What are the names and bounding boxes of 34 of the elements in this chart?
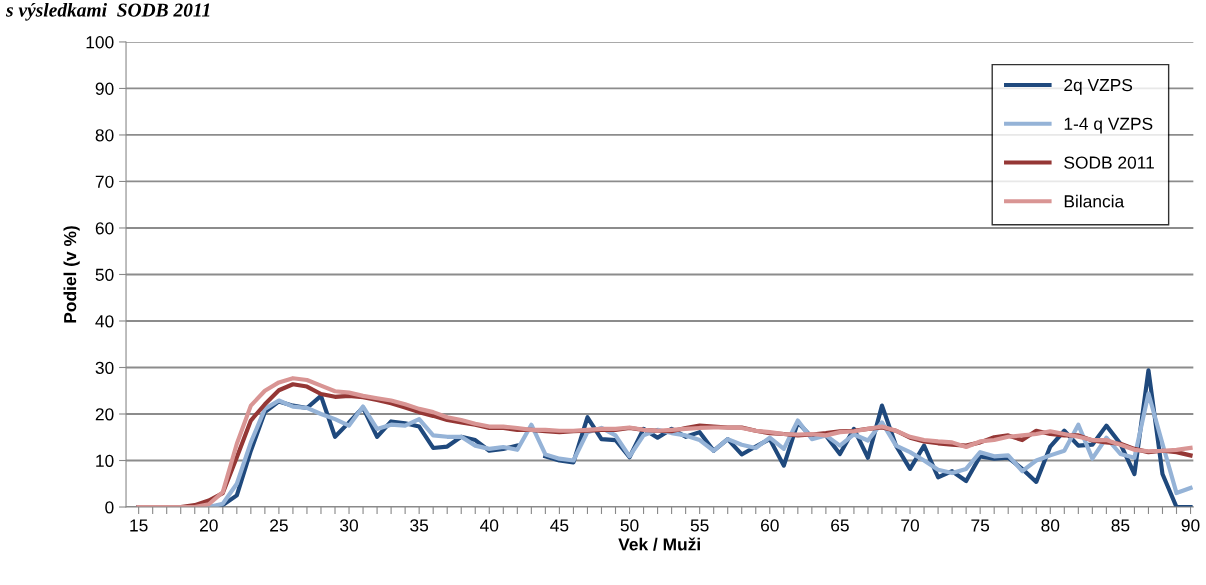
x-tick-label: 30: [340, 519, 358, 532]
y-tick-label: 50: [95, 268, 114, 281]
x-tick-label: 90: [1181, 519, 1200, 532]
y-tick-label: 90: [95, 82, 114, 95]
x-tick-label: 35: [410, 519, 429, 532]
y-tick-label: 10: [96, 454, 114, 467]
y-tick-label: 100: [86, 36, 114, 49]
legend-label: SODB 2011: [1064, 156, 1154, 169]
x-tick-label: 80: [1041, 519, 1060, 532]
x-tick-label: 15: [130, 519, 148, 532]
legend-label: Bilancia: [1064, 194, 1125, 208]
x-tick-label: 40: [480, 519, 499, 532]
legend-label: 1-4 q VZPS: [1064, 117, 1153, 134]
y-tick-label: 20: [95, 408, 114, 421]
x-tick-label: 60: [761, 519, 779, 532]
x-tick-label: 45: [550, 519, 569, 532]
y-tick-label: 40: [95, 315, 114, 328]
x-tick-label: 20: [199, 519, 218, 532]
y-tick-label: 60: [95, 222, 114, 235]
x-tick-label: 25: [270, 519, 288, 532]
x-tick-label: 50: [620, 519, 639, 532]
y-tick-label: 30: [95, 361, 114, 374]
y-tick-label: 70: [95, 175, 114, 188]
y-tick-label: 0: [105, 501, 114, 514]
x-tick-label: 55: [690, 519, 709, 532]
y-tick-label: 80: [95, 129, 114, 142]
legend-label: 2q VZPS: [1064, 78, 1133, 95]
y-axis-title: Podiel (v %): [63, 226, 80, 323]
x-tick-label: 65: [831, 519, 849, 532]
chart-title: s výsledkami SODB 2011: [5, 2, 210, 21]
x-tick-label: 75: [971, 519, 990, 532]
x-axis-title: Vek / Muži: [618, 537, 700, 551]
x-tick-label: 85: [1111, 519, 1130, 532]
x-tick-label: 70: [901, 519, 920, 532]
